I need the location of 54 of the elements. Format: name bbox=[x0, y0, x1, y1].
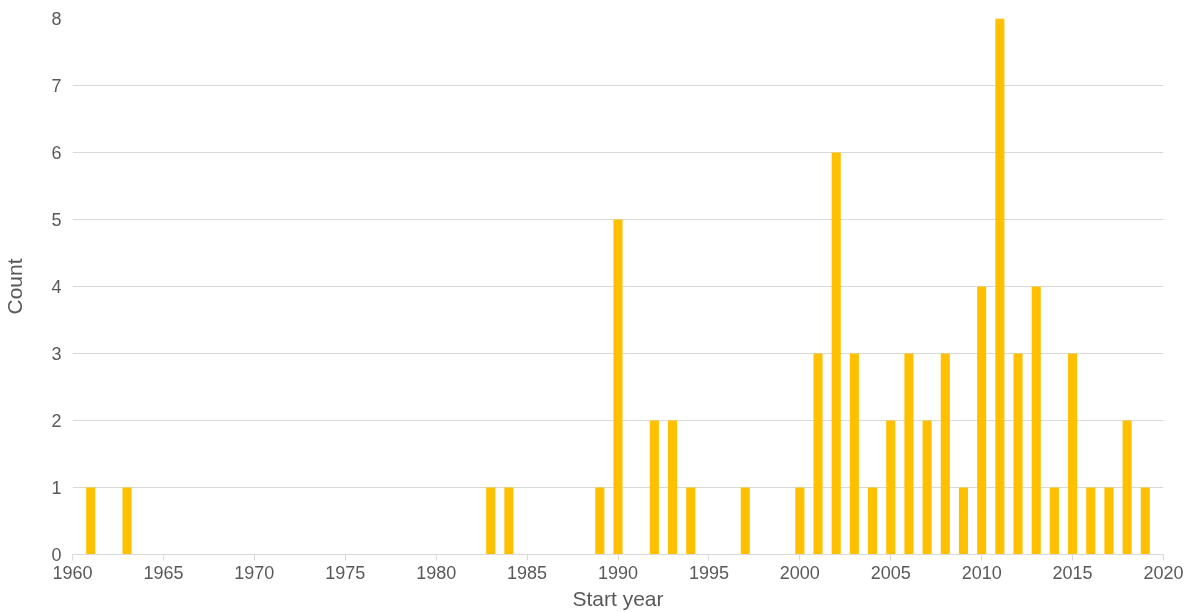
y-tick-label: 3 bbox=[51, 344, 62, 364]
bar bbox=[613, 219, 623, 555]
bar bbox=[740, 487, 750, 555]
y-tick-label: 2 bbox=[51, 411, 62, 431]
bar bbox=[686, 487, 696, 555]
x-tick-label: 1980 bbox=[416, 562, 457, 583]
bar bbox=[86, 487, 96, 555]
y-tick-label: 0 bbox=[51, 545, 62, 565]
x-tick-label: 1970 bbox=[234, 562, 275, 583]
bar bbox=[795, 487, 805, 555]
bar bbox=[904, 353, 914, 555]
y-tick-label: 4 bbox=[51, 277, 62, 297]
bar bbox=[995, 18, 1005, 555]
bar bbox=[1140, 487, 1150, 555]
x-tick-label: 1965 bbox=[143, 562, 184, 583]
bar bbox=[831, 152, 841, 555]
bar bbox=[1068, 353, 1078, 555]
bar bbox=[940, 353, 950, 555]
bar bbox=[1104, 487, 1114, 555]
bar bbox=[849, 353, 859, 555]
x-tick-label: 1960 bbox=[52, 562, 93, 583]
bar bbox=[886, 420, 896, 555]
bar bbox=[1031, 286, 1041, 555]
x-tick-label: 2000 bbox=[779, 562, 820, 583]
y-tick-label: 8 bbox=[51, 9, 62, 29]
bar bbox=[813, 353, 823, 555]
x-tick-label: 1975 bbox=[325, 562, 366, 583]
bar bbox=[868, 487, 878, 555]
y-tick-label: 6 bbox=[51, 143, 62, 163]
bar bbox=[1122, 420, 1132, 555]
bar bbox=[1049, 487, 1059, 555]
x-tick-label: 2015 bbox=[1052, 562, 1093, 583]
x-tick-label: 2005 bbox=[870, 562, 911, 583]
y-tick-label: 1 bbox=[51, 478, 62, 498]
bar bbox=[504, 487, 514, 555]
y-tick-label: 5 bbox=[51, 210, 62, 230]
bar bbox=[922, 420, 932, 555]
x-tick-label: 1995 bbox=[688, 562, 729, 583]
y-axis-title: Count bbox=[3, 258, 27, 315]
bar bbox=[595, 487, 605, 555]
x-axis-title: Start year bbox=[572, 586, 664, 610]
x-tick-label: 2020 bbox=[1143, 562, 1184, 583]
bar bbox=[486, 487, 496, 555]
bar bbox=[958, 487, 969, 555]
bar bbox=[977, 286, 987, 555]
x-tick-label: 1990 bbox=[597, 562, 639, 583]
bar bbox=[1013, 353, 1023, 555]
bar bbox=[668, 420, 678, 555]
bar bbox=[649, 420, 659, 555]
y-tick-label: 7 bbox=[51, 76, 62, 96]
x-tick-label: 2010 bbox=[961, 562, 1002, 583]
bar bbox=[1086, 487, 1096, 555]
bar bbox=[122, 487, 132, 555]
x-tick-label: 1985 bbox=[507, 562, 548, 583]
